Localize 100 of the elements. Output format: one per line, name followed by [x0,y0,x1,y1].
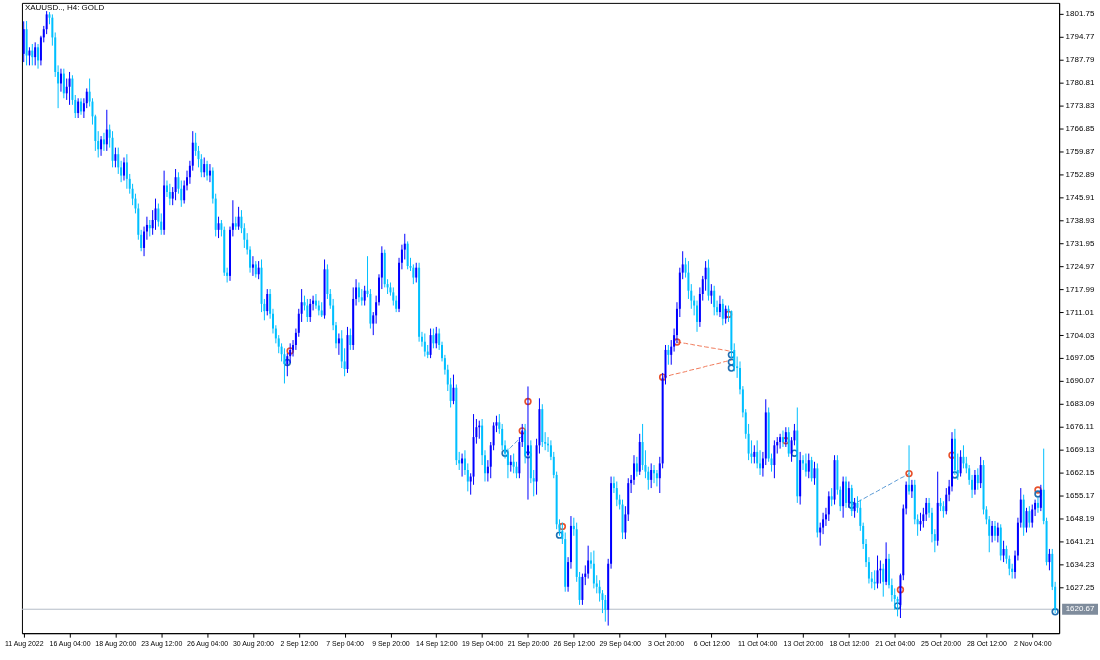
candlestick [392,286,395,307]
point [848,501,856,509]
y-tick-label: 1787.79 [1065,54,1095,64]
candlestick [77,97,80,119]
candlestick [710,283,713,305]
candlestick [28,46,31,66]
candlestick [713,285,716,316]
point [948,451,956,459]
candlestick [174,168,177,201]
candlestick [813,461,816,486]
candlestick [435,326,438,349]
candlestick [283,347,286,384]
candlestick [882,563,885,598]
candlestick [845,476,847,509]
point [524,397,532,406]
candlestick [781,430,784,448]
candlestick [876,555,879,589]
candlestick [787,426,790,458]
candlestick [266,288,269,316]
candlestick [31,43,34,66]
candlestick [650,462,653,489]
candlestick [1028,505,1031,529]
point [790,449,799,457]
point [727,364,736,372]
candlestick [721,298,724,326]
point [896,586,905,594]
y-tick-label: 1641.21 [1065,537,1095,547]
point [905,469,913,478]
y-tick-label: 1759.87 [1065,146,1095,156]
candlestick [125,153,128,190]
candlestick [592,550,595,589]
candlestick [773,439,776,479]
y-tick-label: 1634.23 [1065,560,1095,570]
point [1034,486,1042,494]
candlestick [461,453,464,478]
candlestick [349,328,352,351]
candlestick [357,281,360,303]
y-tick-label: 1717.99 [1065,284,1095,294]
y-tick-label: 1683.09 [1065,399,1095,409]
candlestick [687,260,690,300]
ref-line-label: 1620.67 [1065,604,1096,614]
point [501,449,509,457]
candlestick [1048,548,1051,571]
candlestick [615,481,618,507]
y-tick-label: 1669.13 [1065,445,1095,455]
candlestick [337,332,340,356]
candlestick [724,305,727,325]
y-tick-label: 1655.17 [1065,491,1095,501]
candlestick [206,160,209,182]
candlestick [1005,545,1008,565]
y-tick-label: 1690.07 [1065,376,1095,386]
y-tick-label: 1627.25 [1065,583,1095,593]
candlestick [100,135,103,157]
candlestick [779,433,782,450]
y-tick-label: 1780.81 [1065,77,1095,87]
y-tick-label: 1697.05 [1065,353,1095,363]
y-tick-label: 1731.95 [1065,238,1095,248]
candlestick [34,41,37,66]
y-tick-label: 1704.03 [1065,330,1095,340]
candlestick [123,156,125,182]
candlestick [309,298,312,323]
point [558,522,567,531]
candlestick [667,344,670,366]
candlestick [80,97,83,116]
y-tick-label: 1724.97 [1065,261,1095,271]
candlestick [37,43,40,70]
candlestick [604,594,607,623]
y-tick-label: 1745.91 [1065,192,1095,202]
point [658,373,667,381]
point [524,451,532,459]
y-tick-label: 1773.83 [1065,100,1095,110]
point [893,602,902,610]
y-tick-label: 1676.11 [1065,422,1095,432]
candlestick [896,596,899,617]
candlestick [1031,504,1034,529]
y-tick-label: 1801.75 [1065,9,1095,19]
candlestick [753,444,756,464]
candlestick [423,332,426,358]
candlestick [111,130,114,168]
candlestick [154,198,157,231]
candlestick [251,255,254,277]
candlestick [696,300,699,333]
candlestick [62,68,65,99]
y-tick-label: 1711.01 [1065,307,1095,317]
candlestick [827,490,830,522]
candlestick [415,262,418,283]
y-tick-label: 1648.19 [1065,514,1095,524]
candlestick [959,449,962,478]
point [727,351,736,359]
candlestick [922,507,925,529]
candlestick [157,203,160,228]
point [518,427,526,435]
point [673,338,681,346]
point [1034,490,1042,498]
candlestick [962,444,965,469]
y-tick-label: 1766.85 [1065,123,1095,133]
candlestick [704,260,707,292]
point [1051,608,1059,616]
candlestick [850,484,853,517]
point [724,310,733,319]
